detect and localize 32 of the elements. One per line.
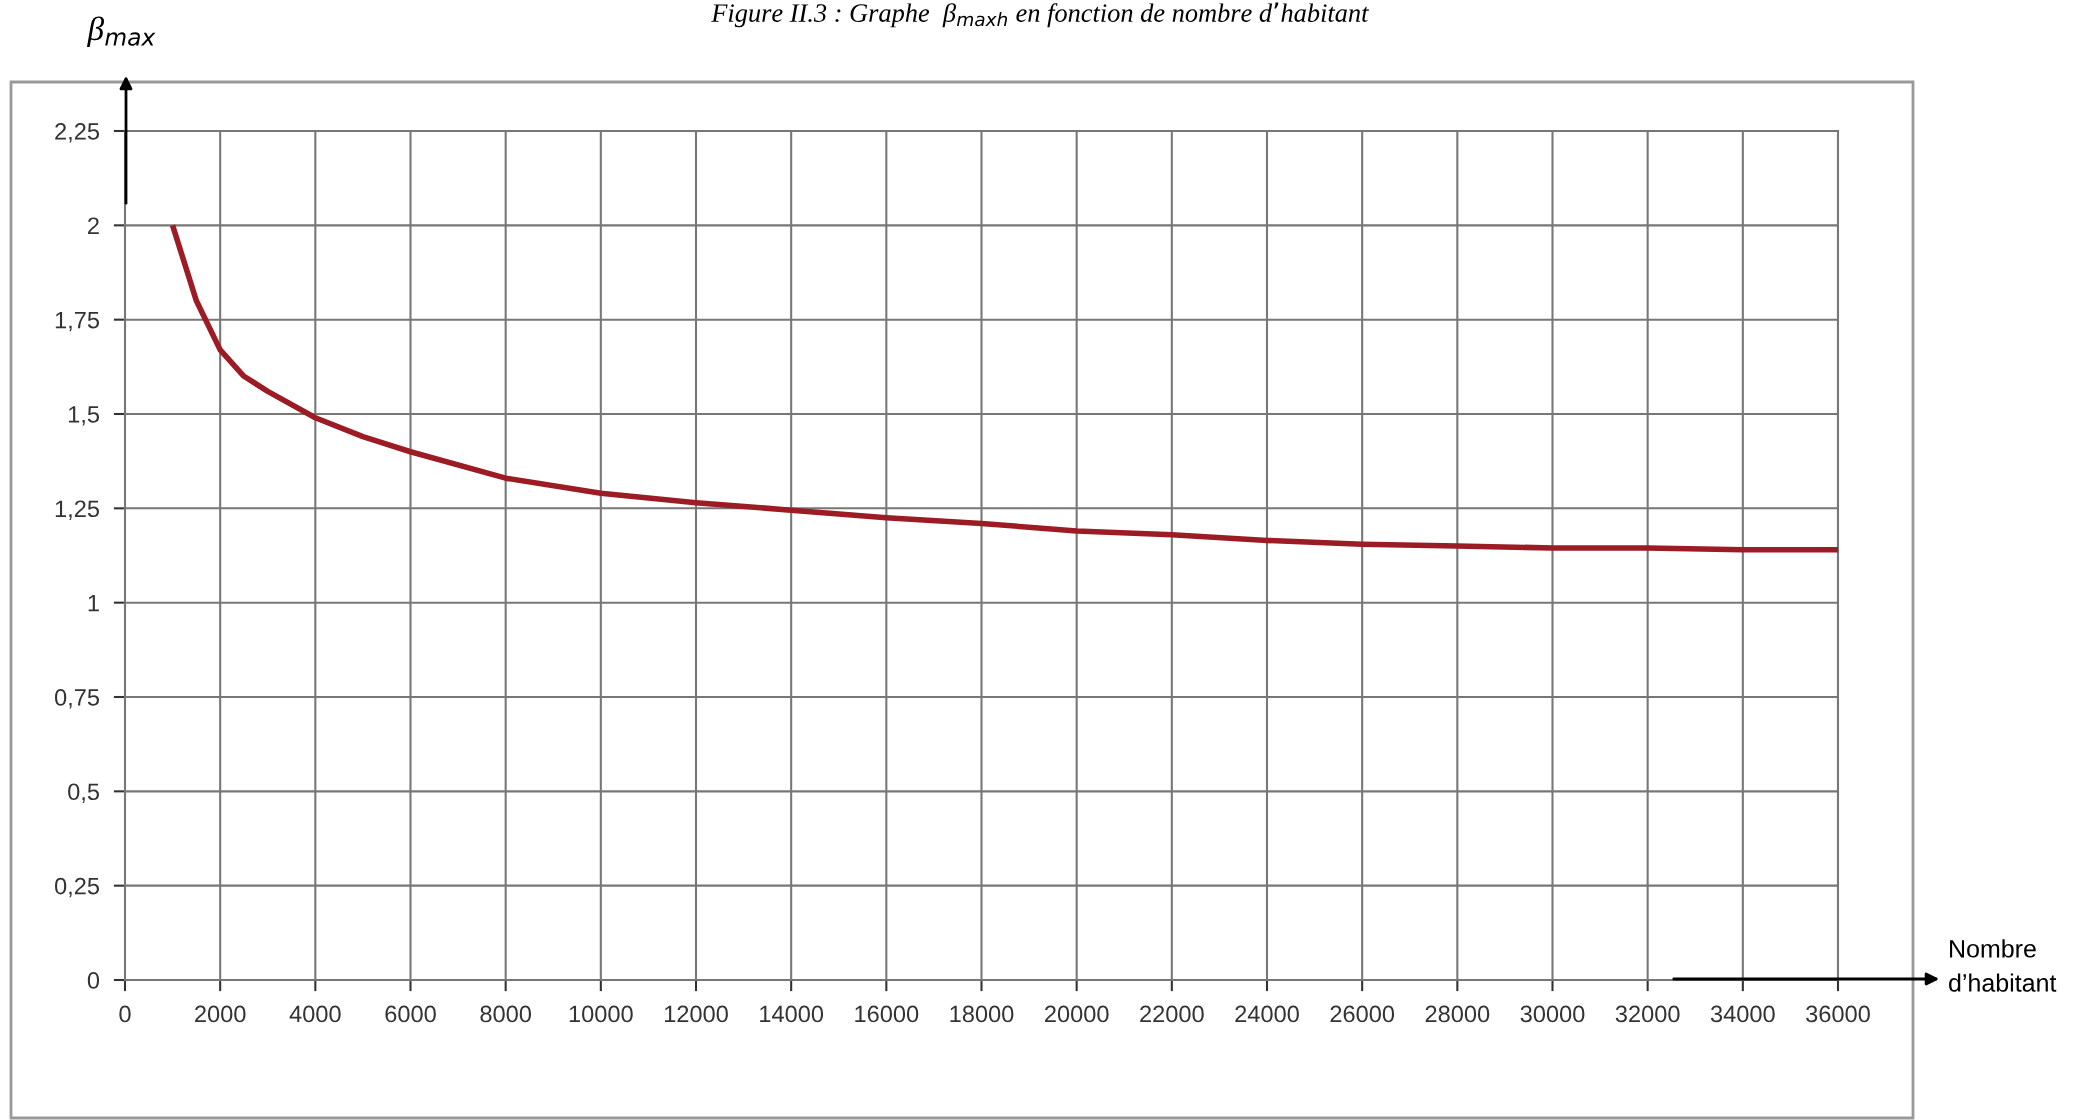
y-axis-title: β$_{max}$ <box>86 16 156 48</box>
x-tick-label: 2000 <box>195 1005 246 1023</box>
y-tick-label: 0,5 <box>68 783 100 803</box>
y-tick-label: 2 <box>88 217 99 234</box>
y-tick-label: 1,25 <box>55 500 100 520</box>
x-tick-label: 26000 <box>1330 1005 1395 1023</box>
x-tick-label: 36000 <box>1806 1005 1870 1023</box>
x-tick-label: 4000 <box>289 1005 341 1023</box>
x-tick-label: 32000 <box>1615 1005 1680 1023</box>
y-tick-label: 0,25 <box>54 877 100 898</box>
x-tick-label: 0 <box>119 1005 131 1023</box>
x-tick-label: 22000 <box>1140 1005 1204 1023</box>
x-tick-label: 34000 <box>1710 1005 1775 1023</box>
x-tick-label: 20000 <box>1045 1005 1109 1023</box>
x-tick-label: 6000 <box>385 1005 436 1023</box>
x-tick-label: 16000 <box>855 1005 919 1023</box>
y-tick-label: 0,75 <box>54 689 100 709</box>
x-tick-label: 30000 <box>1520 1005 1585 1023</box>
y-tick-label: 1,75 <box>55 311 100 332</box>
x-tick-label: 10000 <box>569 1005 633 1023</box>
x-tick-label: 8000 <box>480 1005 532 1023</box>
y-tick-label: 2,25 <box>55 123 100 143</box>
x-tick-label: 12000 <box>664 1005 728 1023</box>
chart-title: Figure II.3 : Graphe β$_{maxh}$ en fonction de nombre d’habitant <box>711 2 1369 28</box>
y-tick-label: 1,5 <box>68 406 100 426</box>
x-tick-label: 14000 <box>760 1005 824 1023</box>
y-tick-label: 1 <box>88 594 99 612</box>
x-tick-label: 28000 <box>1425 1005 1490 1023</box>
x-tick-label: 18000 <box>950 1005 1014 1023</box>
x-tick-label: 24000 <box>1235 1005 1299 1023</box>
y-tick-label: 0 <box>87 972 100 989</box>
x-axis-title: Nombre d’habitant <box>1949 939 2057 992</box>
